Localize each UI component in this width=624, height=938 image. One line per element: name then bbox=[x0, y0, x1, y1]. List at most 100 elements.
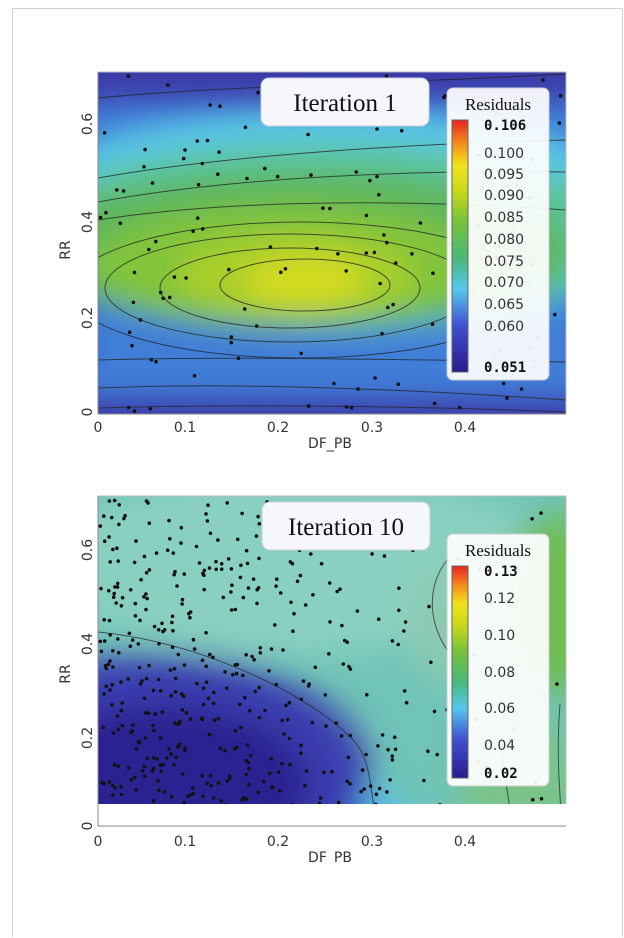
sample-point bbox=[306, 404, 311, 408]
sample-point bbox=[160, 621, 164, 626]
sample-point bbox=[173, 690, 178, 694]
sample-point bbox=[144, 571, 149, 575]
sample-point bbox=[245, 561, 250, 566]
sample-point bbox=[104, 666, 109, 671]
sample-point bbox=[340, 623, 344, 628]
sample-point bbox=[144, 592, 148, 596]
colorbar bbox=[451, 119, 469, 373]
sample-point bbox=[182, 572, 187, 576]
sample-point bbox=[291, 629, 295, 633]
sample-point bbox=[219, 567, 224, 571]
sample-point bbox=[142, 774, 147, 778]
sample-point bbox=[144, 676, 149, 681]
colorbar-min-label: 0.051 bbox=[484, 360, 526, 376]
sample-point bbox=[182, 800, 186, 804]
sample-point bbox=[111, 793, 115, 797]
sample-point bbox=[248, 708, 252, 713]
sample-point bbox=[328, 206, 332, 211]
sample-point bbox=[253, 689, 258, 694]
y-tick-label: 0 bbox=[80, 408, 96, 417]
sample-point bbox=[399, 128, 404, 133]
sample-point bbox=[360, 768, 365, 772]
sample-point bbox=[391, 302, 395, 307]
sample-point bbox=[208, 531, 213, 536]
sample-point bbox=[245, 176, 249, 181]
sample-point bbox=[173, 676, 178, 681]
sample-point bbox=[111, 731, 116, 735]
sample-point bbox=[134, 788, 138, 792]
sample-point bbox=[372, 250, 377, 255]
sample-point bbox=[299, 751, 303, 755]
x-axis: 0 0.1 0.2 0.3 0.4 DF_PB bbox=[94, 825, 566, 864]
sample-point bbox=[161, 296, 165, 301]
sample-point bbox=[390, 758, 395, 762]
sample-point bbox=[226, 557, 231, 561]
sample-point bbox=[140, 679, 144, 683]
colorbar-tick-label: 0.080 bbox=[484, 232, 524, 248]
sample-point bbox=[186, 794, 190, 798]
sample-point bbox=[335, 589, 340, 594]
sample-point bbox=[345, 640, 350, 644]
sample-point bbox=[170, 620, 174, 625]
sample-point bbox=[178, 742, 182, 747]
y-tick-label: 0.6 bbox=[80, 539, 96, 561]
sample-point bbox=[364, 213, 369, 218]
sample-point bbox=[106, 662, 111, 667]
sample-point bbox=[154, 239, 158, 244]
sample-point bbox=[115, 585, 120, 589]
sample-point bbox=[362, 787, 367, 791]
sample-point bbox=[246, 760, 251, 765]
sample-point bbox=[102, 692, 106, 696]
sample-point bbox=[136, 642, 141, 646]
sample-point bbox=[244, 548, 249, 553]
sample-point bbox=[376, 617, 381, 621]
sample-point bbox=[254, 324, 259, 328]
y-tick-label: 0.4 bbox=[80, 211, 96, 233]
sample-point bbox=[206, 503, 210, 507]
sample-point bbox=[257, 556, 261, 561]
sample-point bbox=[109, 515, 114, 520]
sample-point bbox=[299, 743, 303, 748]
sample-point bbox=[385, 790, 389, 794]
sample-point bbox=[166, 83, 170, 87]
sample-point bbox=[205, 519, 210, 523]
sample-point bbox=[157, 788, 161, 793]
sample-point bbox=[119, 784, 123, 789]
sample-point bbox=[117, 522, 121, 527]
sample-point bbox=[104, 210, 108, 215]
sample-point bbox=[336, 252, 340, 256]
sample-point bbox=[234, 671, 239, 676]
sample-point bbox=[162, 790, 167, 794]
sample-point bbox=[164, 756, 169, 760]
sample-point bbox=[396, 382, 401, 387]
x-axis-label: DF_PB bbox=[308, 850, 352, 864]
sample-point bbox=[225, 501, 229, 505]
sample-point bbox=[327, 652, 331, 656]
sample-point bbox=[430, 322, 435, 327]
sample-point bbox=[134, 747, 139, 751]
sample-point bbox=[393, 261, 398, 265]
sample-point bbox=[356, 387, 360, 391]
sample-point bbox=[306, 132, 310, 137]
colorbar-tick-label: 0.075 bbox=[484, 254, 524, 270]
sample-point bbox=[120, 595, 125, 600]
sample-point bbox=[132, 775, 137, 780]
sample-point bbox=[115, 546, 119, 550]
sample-point bbox=[505, 396, 509, 400]
sample-point bbox=[348, 733, 353, 738]
sample-point bbox=[282, 732, 286, 736]
sample-point bbox=[138, 682, 143, 686]
x-tick-label: 0.2 bbox=[267, 420, 289, 436]
sample-point bbox=[194, 544, 199, 549]
x-tick-label: 0.4 bbox=[454, 420, 476, 436]
sample-point bbox=[212, 718, 217, 723]
sample-point bbox=[303, 783, 307, 788]
sample-point bbox=[216, 781, 221, 785]
sample-point bbox=[299, 697, 304, 702]
sample-point bbox=[205, 138, 210, 143]
sample-point bbox=[138, 618, 142, 623]
sample-point bbox=[154, 359, 158, 364]
sample-point bbox=[174, 755, 179, 760]
sample-point bbox=[404, 700, 409, 705]
sample-point bbox=[208, 103, 212, 107]
